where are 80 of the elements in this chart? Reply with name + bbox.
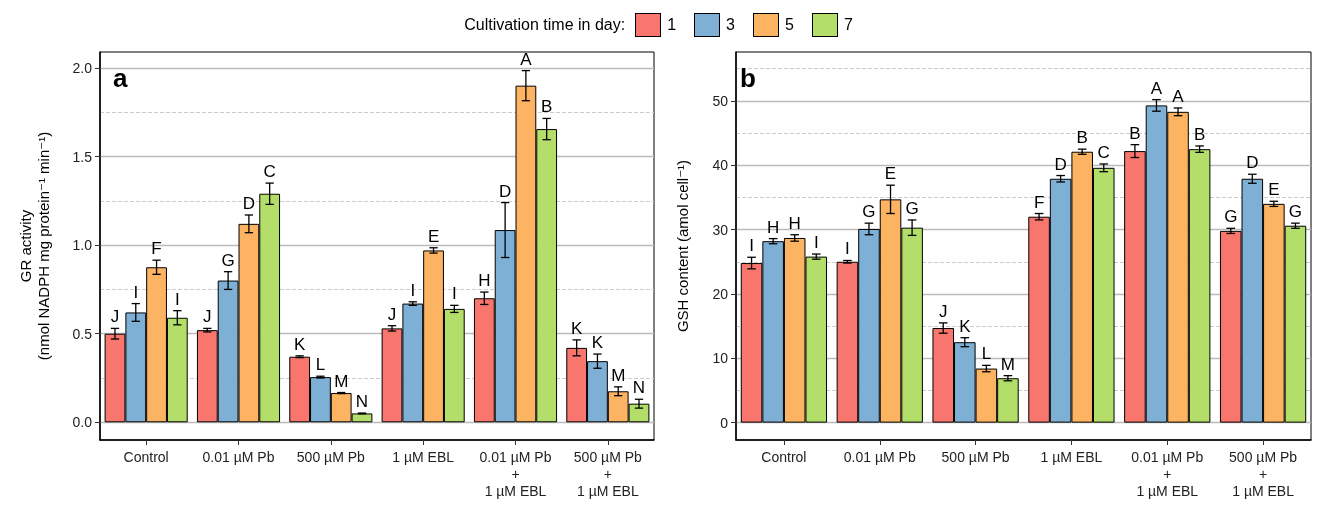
- data-label: G: [221, 250, 235, 270]
- data-label: G: [905, 198, 919, 218]
- data-label: E: [884, 164, 897, 184]
- data-label: J: [203, 307, 212, 327]
- data-label: I: [451, 284, 457, 304]
- data-label: I: [174, 289, 180, 309]
- data-label: D: [498, 181, 512, 201]
- legend-label: 1: [667, 16, 677, 34]
- data-label: H: [478, 271, 491, 291]
- legend-label: 3: [726, 16, 735, 34]
- data-label: K: [571, 318, 583, 338]
- x-tick-label: Control: [761, 448, 807, 465]
- legend-title: Cultivation time in day:: [464, 16, 626, 34]
- data-label: M: [334, 371, 349, 391]
- data-label: H: [788, 213, 801, 233]
- x-tick-label: Control: [123, 448, 169, 465]
- y-axis-title: GR activity (nmol NADPH mg protein⁻¹ min⁻¹): [16, 131, 52, 361]
- data-label: L: [981, 344, 992, 364]
- data-label: C: [263, 162, 276, 182]
- y-tick-label: 30: [712, 221, 729, 238]
- x-tick-label: 0.01 µM Pb + 1 µM EBL: [1131, 448, 1204, 499]
- x-tick-label: 500 µM Pb + 1 µM EBL: [573, 448, 643, 499]
- data-label: D: [1246, 153, 1259, 173]
- data-label: C: [1097, 142, 1110, 162]
- data-label: I: [749, 236, 754, 256]
- data-label: N: [355, 392, 369, 412]
- data-label: K: [959, 316, 972, 336]
- data-label: G: [1288, 202, 1303, 222]
- y-tick-label: 40: [712, 157, 729, 174]
- data-label: F: [151, 239, 162, 259]
- y-tick-label: 1.0: [72, 237, 93, 254]
- data-label: K: [591, 333, 604, 353]
- data-label: A: [1172, 86, 1185, 106]
- x-tick-label: 500 µM Pb + 1 µM EBL: [1229, 448, 1298, 499]
- y-tick-label: 50: [712, 92, 729, 109]
- data-label: F: [1033, 192, 1045, 212]
- y-tick-label: 2.0: [72, 59, 93, 76]
- data-label: D: [242, 194, 256, 213]
- data-label: G: [862, 202, 876, 222]
- chart-title: b: [740, 63, 756, 93]
- y-tick-label: 20: [712, 285, 729, 302]
- legend-label: 5: [784, 16, 794, 34]
- x-tick-label: 500 µM Pb: [296, 448, 366, 465]
- data-label: K: [294, 334, 306, 354]
- chart-title: a: [113, 63, 128, 93]
- y-tick-label: 10: [712, 350, 729, 367]
- data-label: N: [632, 378, 646, 398]
- data-label: B: [1076, 128, 1088, 148]
- x-tick-label: 500 µM Pb: [941, 448, 1010, 465]
- data-label: M: [611, 365, 626, 385]
- data-label: J: [938, 301, 948, 321]
- x-tick-label: 0.01 µM Pb + 1 µM EBL: [479, 448, 552, 499]
- data-label: M: [1000, 354, 1016, 374]
- x-tick-label: 0.01 µM Pb: [202, 448, 275, 465]
- data-label: I: [813, 233, 819, 253]
- data-label: J: [387, 304, 397, 324]
- data-label: I: [845, 239, 850, 259]
- data-label: G: [1224, 207, 1238, 227]
- data-label: D: [1054, 154, 1067, 174]
- data-label: A: [520, 49, 533, 69]
- data-label: E: [1268, 180, 1280, 200]
- data-label: B: [1129, 123, 1141, 143]
- y-tick-label: 1.5: [72, 148, 93, 165]
- y-tick-label: 0.5: [72, 325, 93, 342]
- legend-label: 7: [843, 16, 853, 34]
- data-label: L: [315, 355, 326, 375]
- y-axis-title: GSH content (amol cell⁻¹): [673, 159, 691, 333]
- y-tick-label: 0: [720, 414, 729, 431]
- x-tick-label: 1 µM EBL: [1040, 448, 1103, 465]
- data-label: H: [766, 217, 780, 237]
- data-label: J: [110, 307, 120, 327]
- data-label: B: [1193, 124, 1206, 144]
- y-tick-label: 0.0: [72, 414, 93, 431]
- x-tick-label: 1 µM EBL: [392, 448, 455, 465]
- data-label: I: [133, 282, 139, 302]
- data-label: E: [427, 226, 440, 246]
- data-label: I: [410, 280, 416, 300]
- data-label: B: [540, 97, 553, 117]
- x-tick-label: 0.01 µM Pb: [843, 448, 916, 465]
- data-label: A: [1150, 78, 1163, 98]
